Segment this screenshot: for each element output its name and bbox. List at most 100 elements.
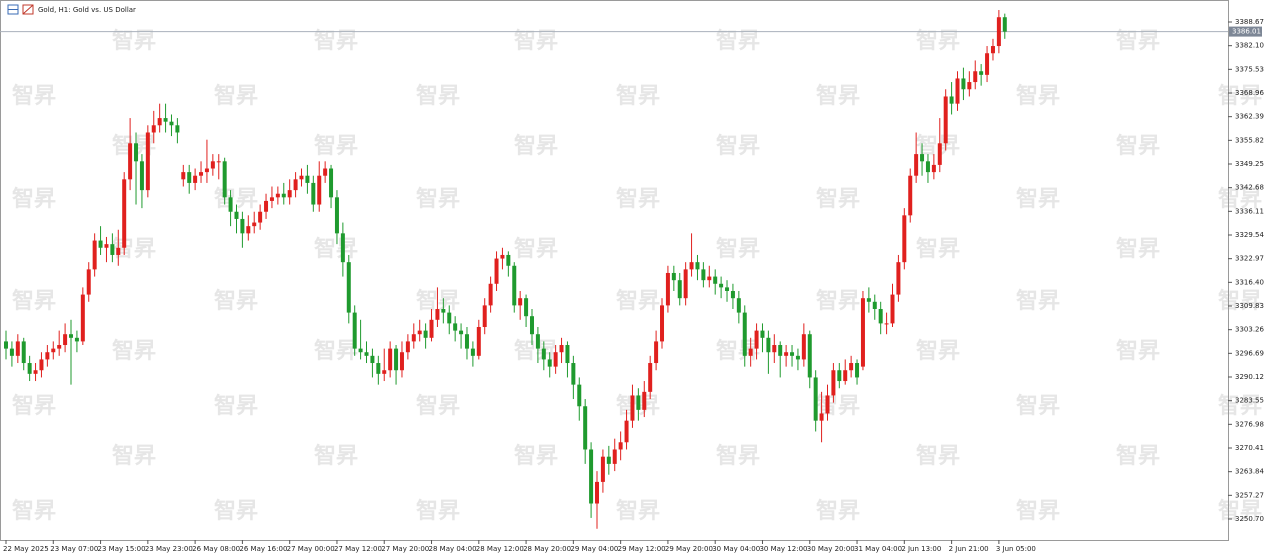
candle xyxy=(63,323,68,353)
candle xyxy=(334,190,339,245)
candle xyxy=(595,471,599,529)
candle-body xyxy=(949,96,954,104)
candle xyxy=(843,359,848,385)
candle xyxy=(890,283,895,328)
candle xyxy=(199,161,204,183)
candle-body xyxy=(630,395,635,421)
candle xyxy=(459,323,464,349)
candle xyxy=(730,283,735,309)
watermark: 智昇 xyxy=(416,498,460,524)
watermark: 智昇 xyxy=(1116,133,1160,159)
candle-body xyxy=(21,341,26,364)
watermark: 智昇 xyxy=(616,288,660,314)
candle xyxy=(541,341,546,371)
candle-body xyxy=(553,352,558,367)
candle xyxy=(234,204,239,234)
watermark: 智昇 xyxy=(314,28,358,54)
candle-body xyxy=(69,334,74,338)
candle-body xyxy=(914,154,919,176)
candle-body xyxy=(210,161,215,169)
candle-body xyxy=(222,161,227,198)
watermark: 智昇 xyxy=(916,443,960,469)
candle-body xyxy=(843,370,848,382)
candle xyxy=(128,118,133,191)
candle-body xyxy=(908,175,913,216)
candle-body xyxy=(329,168,334,198)
candle-body xyxy=(583,406,588,450)
candle-body xyxy=(866,298,871,302)
candle-body xyxy=(967,82,972,90)
watermark: 智昇 xyxy=(514,236,558,262)
y-tick-label: 3375.53 xyxy=(1235,65,1264,73)
candle-body xyxy=(299,175,304,180)
candle-body xyxy=(134,143,139,162)
candle xyxy=(39,352,44,378)
candle-body xyxy=(624,420,629,443)
candle xyxy=(866,287,871,313)
candle-body xyxy=(63,334,68,346)
x-tick-label: 29 May 12:00 xyxy=(618,545,666,553)
candle-body xyxy=(15,341,20,356)
candle xyxy=(565,341,570,378)
candle xyxy=(163,103,168,133)
candle-body xyxy=(145,132,150,191)
candle xyxy=(187,164,192,194)
watermark: 智昇 xyxy=(416,186,460,212)
candle xyxy=(346,254,351,324)
candle-body xyxy=(577,384,582,407)
candle-body xyxy=(334,197,339,234)
y-tick-label: 3250.70 xyxy=(1235,515,1264,523)
candle xyxy=(80,287,85,346)
watermark: 智昇 xyxy=(12,393,56,419)
candle xyxy=(169,114,174,137)
candle xyxy=(801,323,806,367)
candle xyxy=(494,251,499,291)
candle xyxy=(429,308,434,342)
candle xyxy=(766,330,771,374)
candle xyxy=(45,345,50,367)
candle xyxy=(849,355,854,378)
candle-body xyxy=(713,276,718,284)
candle xyxy=(352,305,357,356)
candle xyxy=(547,352,552,378)
candle-body xyxy=(281,193,286,198)
candle-body xyxy=(151,125,156,133)
toolbar-icons xyxy=(7,4,34,15)
candle-body xyxy=(80,294,85,342)
candle xyxy=(258,204,263,230)
candle xyxy=(819,391,824,443)
candle-body xyxy=(595,481,599,504)
x-tick-label: 31 May 04:00 xyxy=(854,545,902,553)
watermark: 智昇 xyxy=(514,133,558,159)
chart-title: Gold, H1: Gold vs. US Dollar xyxy=(38,6,136,14)
candle-body xyxy=(642,391,647,410)
candle-body xyxy=(370,355,375,364)
candle-body xyxy=(860,298,865,367)
candle-body xyxy=(57,345,62,349)
watermark: 智昇 xyxy=(314,338,358,364)
candle xyxy=(943,89,948,151)
candle xyxy=(240,211,245,248)
candle xyxy=(69,319,74,385)
candle xyxy=(405,334,410,360)
candle-body xyxy=(512,265,517,306)
candle xyxy=(364,341,369,364)
candle-body xyxy=(559,345,564,353)
candle xyxy=(500,247,505,270)
candle-body xyxy=(760,330,765,338)
candle xyxy=(583,399,588,464)
current-price-label: 3386.01 xyxy=(1232,28,1261,36)
candle-body xyxy=(110,244,115,255)
candle-body xyxy=(937,143,942,165)
candle xyxy=(624,409,629,450)
watermark: 智昇 xyxy=(1116,338,1160,364)
candle xyxy=(116,229,121,266)
candle xyxy=(299,168,304,187)
candle xyxy=(825,384,830,421)
candle xyxy=(27,355,32,382)
candle xyxy=(323,161,328,183)
candle-body xyxy=(979,71,984,75)
candle xyxy=(837,363,842,389)
watermark: 智昇 xyxy=(916,28,960,54)
